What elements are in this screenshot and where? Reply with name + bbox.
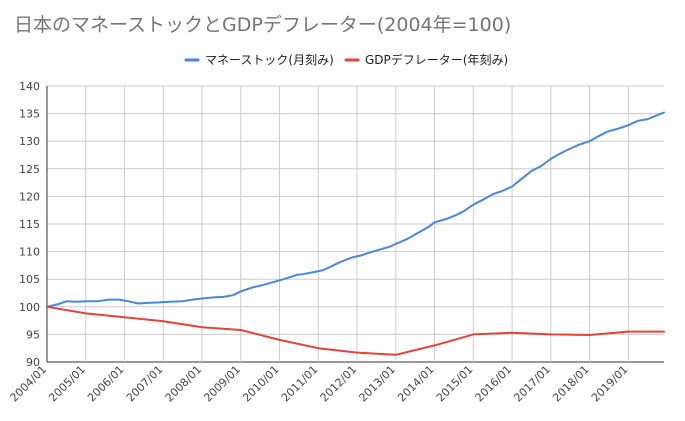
series-line-1 bbox=[46, 111, 665, 308]
y-tick-label: 140 bbox=[19, 80, 40, 93]
x-tick-label: 2012/01 bbox=[318, 363, 360, 405]
x-tick-label: 2006/01 bbox=[85, 363, 127, 405]
series-line-2 bbox=[46, 305, 665, 356]
y-tick-label: 125 bbox=[19, 163, 40, 176]
x-tick-label: 2017/01 bbox=[511, 363, 553, 405]
y-axis: 90 95 100 105 110 115 120 125 130 135 140 bbox=[19, 80, 40, 369]
x-tick-label: 2007/01 bbox=[124, 363, 166, 405]
x-tick-label: 2009/01 bbox=[201, 363, 243, 405]
y-tick-label: 120 bbox=[19, 190, 40, 203]
legend-label: GDPデフレーター(年刻み) bbox=[365, 52, 508, 67]
x-tick-label: 2010/01 bbox=[240, 363, 282, 405]
y-tick-label: 110 bbox=[19, 246, 40, 259]
y-tick-label: 130 bbox=[19, 135, 40, 148]
chart-title: 日本のマネーストックとGDPデフレーター(2004年=100) bbox=[14, 14, 512, 36]
x-tick-label: 2008/01 bbox=[163, 363, 205, 405]
y-tick-label: 95 bbox=[26, 328, 40, 341]
series-layer bbox=[46, 111, 665, 356]
x-tick-label: 2011/01 bbox=[279, 363, 321, 405]
y-tick-label: 100 bbox=[19, 301, 40, 314]
legend-label: マネーストック(月刻み) bbox=[205, 53, 334, 67]
x-tick-label: 2014/01 bbox=[395, 363, 437, 405]
y-tick-label: 135 bbox=[19, 108, 40, 121]
x-tick-label: 2016/01 bbox=[473, 363, 515, 405]
y-tick-label: 115 bbox=[19, 218, 40, 231]
x-tick-label: 2018/01 bbox=[550, 363, 592, 405]
x-axis: 2004/012005/012006/012007/012008/012009/… bbox=[8, 363, 631, 405]
x-tick-label: 2019/01 bbox=[589, 363, 631, 405]
x-tick-label: 2005/01 bbox=[46, 363, 88, 405]
x-tick-label: 2015/01 bbox=[434, 363, 476, 405]
x-tick-label: 2013/01 bbox=[356, 363, 398, 405]
x-tick-label: 2004/01 bbox=[8, 363, 50, 405]
grid bbox=[46, 85, 664, 363]
legend: マネーストック(月刻み) GDPデフレーター(年刻み) bbox=[184, 52, 508, 67]
y-tick-label: 90 bbox=[26, 356, 40, 369]
y-tick-label: 105 bbox=[19, 273, 40, 286]
